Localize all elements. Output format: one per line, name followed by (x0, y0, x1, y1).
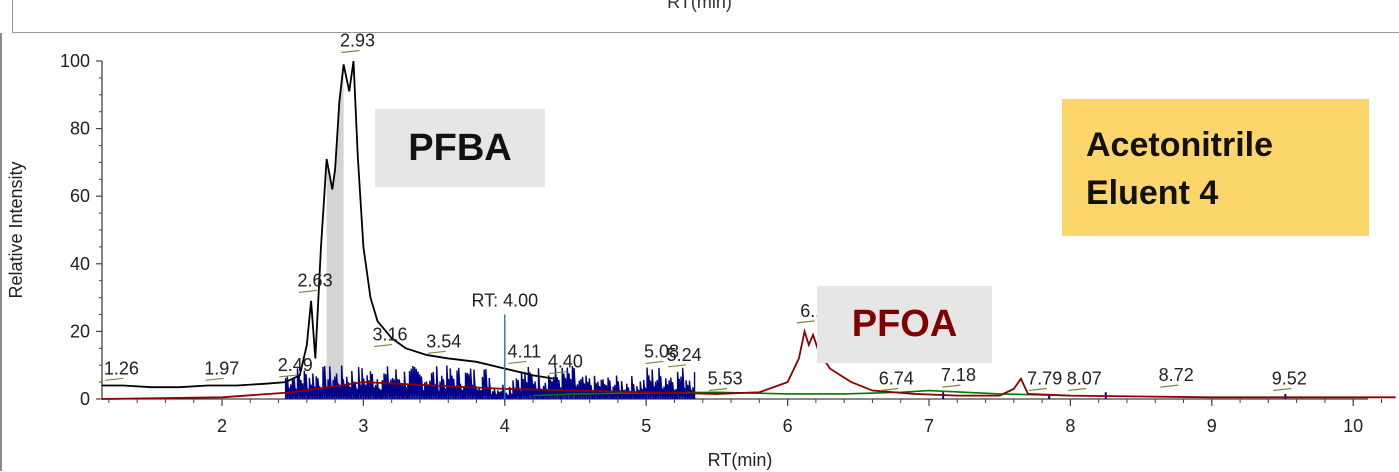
peak-label: 3.54 (426, 331, 461, 351)
peak-label-leader (709, 387, 728, 392)
peak-label: 4.11 (508, 341, 542, 361)
rt-marker-label: RT: 4.00 (471, 290, 538, 310)
peak-label-leader (299, 289, 318, 294)
peak-label: 8.07 (1067, 368, 1102, 388)
peak-label-leader (105, 377, 124, 381)
peak-label: 5.24 (667, 345, 702, 365)
peak-label: 1.97 (204, 358, 239, 378)
x-tick-label: 2 (217, 416, 227, 436)
x-tick-label: 3 (358, 416, 368, 436)
y-tick-label: 100 (60, 51, 90, 71)
peak-label-leader (279, 374, 298, 378)
x-tick-label: 6 (783, 416, 793, 436)
pfba-annotation: PFBA (375, 109, 545, 187)
pfoa-annotation: PFOA (817, 286, 992, 363)
x-tick-label: 4 (500, 416, 510, 436)
peak-label-leader (549, 370, 568, 375)
chart-frame (0, 33, 1399, 471)
peak-label-leader (373, 343, 393, 348)
peak-label-leader (1273, 387, 1292, 392)
peak-label-leader (205, 377, 224, 381)
peak-label: 4.40 (548, 352, 583, 372)
peak-label: 3.16 (373, 325, 408, 345)
y-axis-title: Relative Intensity (6, 161, 26, 298)
peak-label: 7.79 (1027, 368, 1062, 388)
y-tick-label: 40 (70, 254, 90, 274)
x-tick-label: 7 (924, 416, 934, 436)
eluent-line-2: Eluent 4 (1086, 174, 1219, 212)
peak-label-leader (796, 320, 815, 324)
series-red-trace (101, 327, 1396, 400)
x-tick-label: 5 (641, 416, 651, 436)
top-divider (12, 32, 1399, 33)
x-tick-label: 10 (1343, 416, 1363, 436)
peak-label-leader (1068, 387, 1087, 392)
peak-label: 5.08 (644, 341, 679, 361)
y-tick-label: 20 (70, 321, 90, 341)
series-black-trace (101, 60, 555, 389)
peak-label: 6.74 (879, 368, 914, 388)
peak-label: 5.53 (708, 368, 743, 388)
x-axis-title: RT(min) (708, 450, 773, 470)
top-strip-border (12, 0, 13, 33)
eluent-annotation: Acetonitrile Eluent 4 (1062, 99, 1369, 236)
peak-label: 7.18 (941, 365, 976, 385)
x-tick-label: 8 (1065, 416, 1075, 436)
series-green-trace (533, 389, 1071, 397)
peak-label: 9.52 (1272, 368, 1307, 388)
x-tick-label: 9 (1207, 416, 1217, 436)
peak-label-leader (668, 364, 687, 368)
y-tick-label: 60 (70, 186, 90, 206)
top-strip: RT(min) (0, 0, 1399, 33)
peak-label: 2.49 (278, 355, 313, 375)
peak-label-leader (508, 360, 527, 365)
peak-label: 1.26 (104, 358, 139, 378)
peak-label-leader (645, 360, 664, 365)
peak-label-leader (1028, 387, 1047, 392)
peak-label-leader (880, 387, 899, 392)
series-blue-trace (284, 365, 696, 400)
peak-label: 8.72 (1159, 365, 1194, 385)
peak-label-leader (1160, 384, 1179, 388)
peak-label: 2.63 (298, 270, 333, 290)
peak-label-leader (341, 49, 360, 54)
top-axis-label: RT(min) (667, 0, 732, 12)
y-tick-label: 0 (80, 389, 90, 409)
peak-label-leader (942, 384, 961, 388)
integrated-peak-area (326, 64, 344, 399)
eluent-line-1: Acetonitrile (1086, 126, 1274, 164)
peak-label: 2.93 (340, 30, 375, 50)
y-tick-label: 80 (70, 119, 90, 139)
peak-label-leader (427, 350, 446, 354)
